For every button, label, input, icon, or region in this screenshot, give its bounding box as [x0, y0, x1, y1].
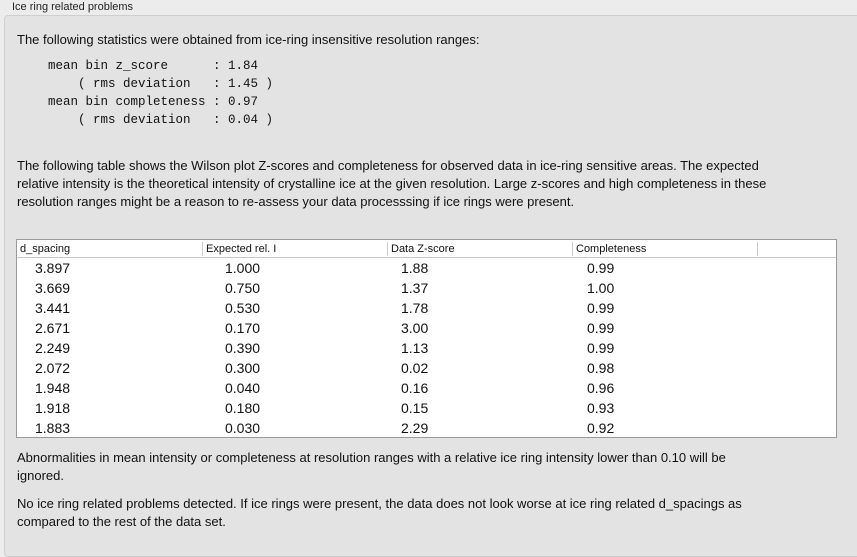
column-header[interactable]: Data Z-score — [387, 242, 571, 256]
table-cell: 0.15 — [401, 400, 429, 416]
note-abnormalities: Abnormalities in mean intensity or compl… — [17, 450, 726, 483]
table-cell: 0.99 — [587, 300, 615, 316]
stat-value: 1.45 ) — [228, 77, 274, 91]
table-cell: 3.441 — [35, 300, 71, 316]
table-cell: 0.96 — [587, 380, 615, 396]
table-cell: 1.883 — [35, 420, 71, 436]
table-cell: 2.29 — [401, 420, 429, 436]
table-header: d_spacing Expected rel. I Data Z-score Comp… — [17, 240, 836, 258]
table-cell: 1.948 — [35, 380, 71, 396]
table-cell: 2.072 — [35, 360, 71, 376]
table-row[interactable]: 1.883 0.030 2.29 0.92 — [17, 418, 836, 438]
table-row[interactable]: 3.669 0.750 1.37 1.00 — [17, 278, 836, 298]
ice-ring-table[interactable]: d_spacing Expected rel. I Data Z-score Comp… — [16, 239, 837, 438]
table-cell: 0.170 — [225, 320, 261, 336]
table-cell: 0.92 — [587, 420, 615, 436]
table-row[interactable]: 2.249 0.390 1.13 0.99 — [17, 338, 836, 358]
table-cell: 0.99 — [587, 340, 615, 356]
table-body: 3.897 1.000 1.88 0.99 3.669 0.750 1.37 1.00 3.44… — [17, 258, 836, 438]
table-cell: 0.180 — [225, 400, 261, 416]
stat-label: ( rms deviation — [48, 113, 214, 127]
table-cell: 0.99 — [587, 320, 615, 336]
table-row[interactable]: 2.072 0.300 0.02 0.98 — [17, 358, 836, 378]
column-header[interactable]: Completeness — [572, 242, 756, 256]
table-cell: 1.00 — [587, 280, 615, 296]
table-description: The following table shows the Wilson plo… — [17, 158, 767, 209]
stat-line: ( rms deviation : 0.04 ) — [48, 113, 274, 127]
table-cell: 0.040 — [225, 380, 261, 396]
table-row[interactable]: 1.918 0.180 0.15 0.93 — [17, 398, 836, 418]
table-cell: 1.13 — [401, 340, 429, 356]
note-result: No ice ring related problems detected. I… — [17, 496, 742, 529]
column-header[interactable]: d_spacing — [20, 243, 71, 255]
table-cell: 0.030 — [225, 420, 261, 436]
stat-value: 0.04 ) — [228, 113, 274, 127]
stat-label: mean bin completeness — [48, 95, 214, 109]
table-cell: 1.78 — [401, 300, 429, 316]
stat-value: 0.97 — [228, 95, 259, 109]
table-cell: 0.02 — [401, 360, 429, 376]
table-row[interactable]: 1.948 0.040 0.16 0.96 — [17, 378, 836, 398]
table-cell: 3.669 — [35, 280, 71, 296]
table-cell: 0.390 — [225, 340, 261, 356]
table-cell: 0.750 — [225, 280, 261, 296]
table-cell: 0.16 — [401, 380, 429, 396]
table-cell: 3.897 — [35, 260, 71, 276]
table-cell: 2.249 — [35, 340, 71, 356]
stat-label: mean bin z_score — [48, 59, 214, 73]
intro-text: The following statistics were obtained f… — [17, 32, 480, 47]
group-title: Ice ring related problems — [12, 1, 134, 13]
stats-block: mean bin z_score : 1.84 ( rms deviation … — [48, 57, 273, 129]
stat-line: mean bin completeness : 0.97 — [48, 95, 259, 109]
table-cell: 0.300 — [225, 360, 261, 376]
stat-label: ( rms deviation — [48, 77, 214, 91]
stat-line: ( rms deviation : 1.45 ) — [48, 77, 274, 91]
stat-line: mean bin z_score : 1.84 — [48, 59, 259, 73]
column-header-empty — [757, 242, 761, 256]
table-cell: 1.918 — [35, 400, 71, 416]
table-row[interactable]: 3.441 0.530 1.78 0.99 — [17, 298, 836, 318]
table-cell: 0.99 — [587, 260, 615, 276]
table-cell: 3.00 — [401, 320, 429, 336]
table-row[interactable]: 3.897 1.000 1.88 0.99 — [17, 258, 836, 278]
table-cell: 1.000 — [225, 260, 261, 276]
table-cell: 0.93 — [587, 400, 615, 416]
table-cell: 0.530 — [225, 300, 261, 316]
table-cell: 1.88 — [401, 260, 429, 276]
column-header[interactable]: Expected rel. I — [202, 242, 386, 256]
stat-value: 1.84 — [228, 59, 259, 73]
table-cell: 0.98 — [587, 360, 615, 376]
table-cell: 2.671 — [35, 320, 71, 336]
table-row[interactable]: 2.671 0.170 3.00 0.99 — [17, 318, 836, 338]
table-cell: 1.37 — [401, 280, 429, 296]
